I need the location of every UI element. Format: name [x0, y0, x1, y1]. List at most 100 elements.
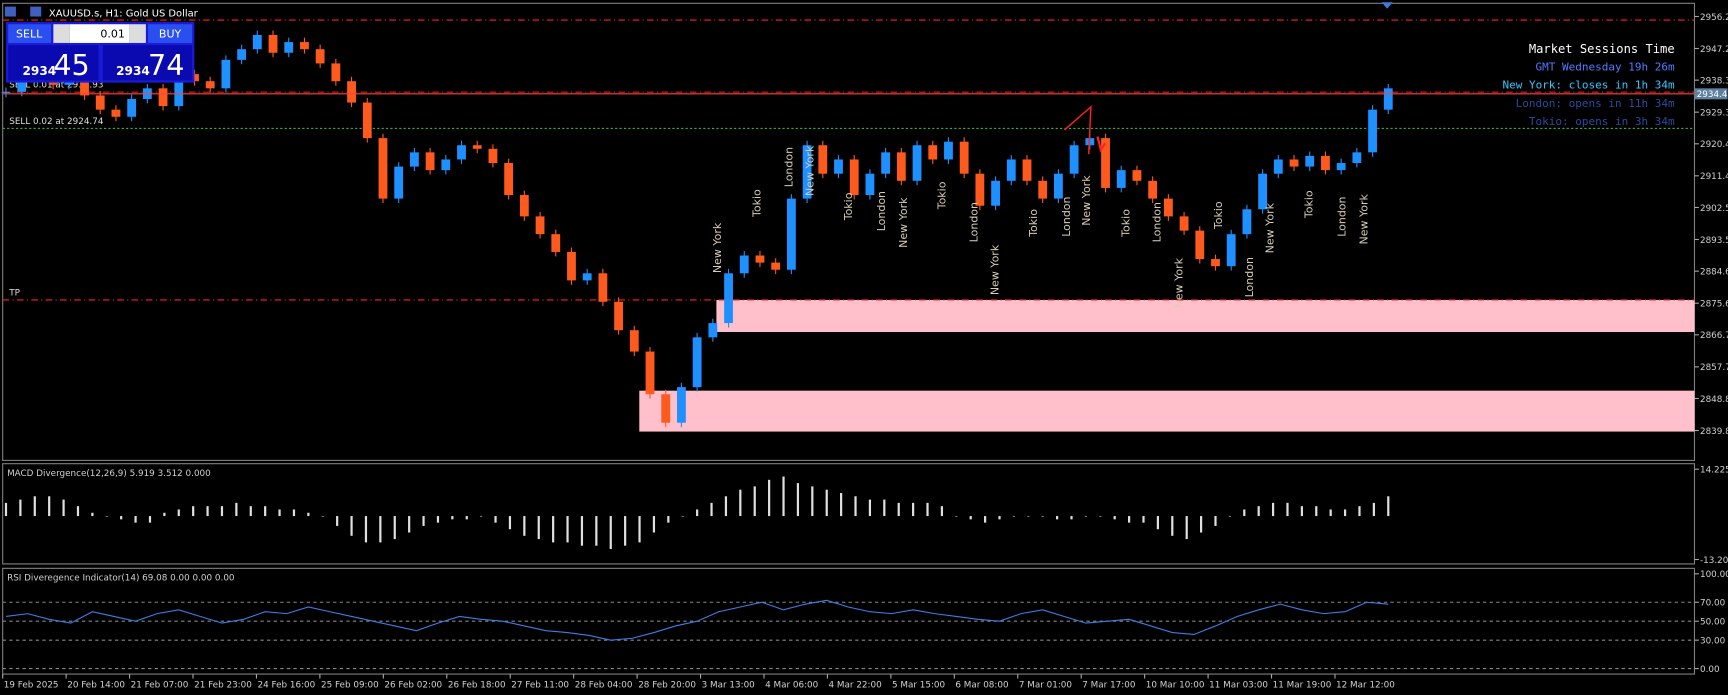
time-label: 4 Mar 22:00 — [829, 680, 883, 690]
order-level-label: SELL 0.02 at 2924.74 — [9, 117, 104, 127]
histogram-bar — [912, 502, 915, 517]
time-label: 3 Mar 13:00 — [702, 680, 756, 690]
histogram-bar — [249, 506, 252, 517]
candle-body — [1006, 159, 1016, 181]
histogram-bar — [220, 506, 224, 517]
histogram-bar — [580, 516, 584, 546]
session-label: New York — [897, 197, 910, 248]
histogram-bar — [753, 486, 756, 517]
session-label: New York — [1357, 194, 1370, 245]
session-label: Tokio — [1302, 190, 1315, 219]
histogram-bar — [811, 486, 814, 517]
sell-label[interactable]: SELL — [16, 27, 43, 40]
histogram-bar — [120, 516, 123, 520]
histogram-bar — [1271, 502, 1275, 517]
candle-body — [300, 42, 309, 50]
session-label: London — [875, 191, 888, 231]
session-status: London: opens in 11h 34m — [1516, 97, 1675, 110]
candle-body — [1163, 198, 1173, 217]
histogram-bar — [595, 516, 598, 546]
histogram-bar — [307, 512, 310, 517]
candle-body — [692, 337, 702, 388]
y-tick-label: 2902.5 — [1700, 204, 1728, 214]
histogram-bar — [940, 506, 944, 517]
candle-body — [677, 387, 686, 423]
candle-body — [441, 159, 451, 171]
buy-price-big[interactable]: 74 — [148, 48, 184, 82]
session-label: London — [1150, 202, 1163, 242]
time-label: 21 Feb 23:00 — [194, 680, 252, 690]
buy-price-box[interactable] — [102, 45, 193, 81]
window-title: XAUUSD.s, H1: Gold US Dollar — [49, 9, 199, 20]
candle-body — [865, 173, 875, 196]
candle-body — [771, 262, 781, 270]
candle-body — [724, 273, 733, 324]
sell-price-big[interactable]: 45 — [53, 48, 89, 82]
buy-button[interactable] — [148, 24, 193, 43]
histogram-bar — [379, 516, 382, 543]
histogram-bar — [609, 516, 612, 549]
buy-price-small[interactable]: 2934 — [116, 64, 150, 78]
candle-body — [378, 138, 388, 199]
histogram-bar — [825, 489, 828, 517]
histogram-bar — [724, 496, 728, 517]
histogram-bar — [696, 509, 699, 517]
candle-body — [1321, 155, 1330, 171]
y-tick-label: 2911.4 — [1700, 172, 1728, 182]
candle-body — [1211, 259, 1220, 267]
candle-body — [739, 255, 749, 274]
candle-body — [567, 251, 576, 281]
histogram-bar — [1070, 516, 1073, 520]
sell-price-small[interactable]: 2934 — [23, 64, 57, 78]
candle-body — [347, 81, 356, 103]
candle-body — [504, 163, 514, 196]
candle-body — [1352, 152, 1362, 164]
histogram-bar — [451, 516, 454, 520]
candle-body — [1148, 180, 1158, 199]
histogram-bar — [480, 516, 483, 517]
histogram-bar — [4, 502, 8, 517]
histogram-bar — [638, 516, 641, 543]
lot-input[interactable] — [69, 24, 130, 43]
histogram-bar — [1329, 509, 1332, 517]
candle-body — [1336, 163, 1346, 171]
session-label: New York — [988, 244, 1001, 295]
time-label: 10 Mar 10:00 — [1146, 680, 1205, 690]
session-label: New York — [1080, 175, 1093, 226]
time-label: 12 Mar 12:00 — [1336, 680, 1395, 690]
candle-body — [1258, 173, 1268, 210]
candle-body — [1116, 170, 1126, 188]
histogram-bar — [1142, 516, 1145, 523]
y-tick-label: 2893.5 — [1700, 236, 1728, 246]
macd-panel — [2, 463, 1696, 565]
histogram-bar — [1358, 506, 1361, 517]
lot-down[interactable] — [53, 24, 70, 43]
lot-up[interactable] — [129, 24, 146, 43]
price-panel — [2, 2, 1696, 461]
sell-button[interactable] — [8, 24, 52, 43]
candle-body — [645, 351, 655, 395]
histogram-bar — [897, 502, 900, 517]
sell-price-box[interactable] — [8, 45, 99, 81]
time-label: 28 Feb 20:00 — [638, 680, 696, 690]
histogram-bar — [566, 516, 569, 543]
histogram-bar — [19, 499, 22, 517]
window-icon — [4, 6, 16, 17]
y-tick-label: 2848.8 — [1700, 395, 1728, 405]
time-label: 20 Feb 14:00 — [67, 680, 125, 690]
session-label: Tokio — [1119, 209, 1132, 238]
buy-label[interactable]: BUY — [159, 27, 182, 40]
histogram-bar — [1257, 506, 1260, 517]
histogram-bar — [1012, 516, 1016, 517]
histogram-bar — [1214, 516, 1217, 526]
session-label: Tokio — [936, 181, 949, 210]
candle-body — [472, 145, 482, 149]
lot-value[interactable]: 0.01 — [100, 27, 124, 40]
candle-body — [1383, 88, 1393, 110]
candle-body — [190, 74, 199, 82]
candle-body — [786, 198, 796, 270]
divergence-line — [1063, 105, 1092, 155]
time-label: 28 Feb 04:00 — [575, 680, 633, 690]
session-label: London — [967, 202, 980, 242]
